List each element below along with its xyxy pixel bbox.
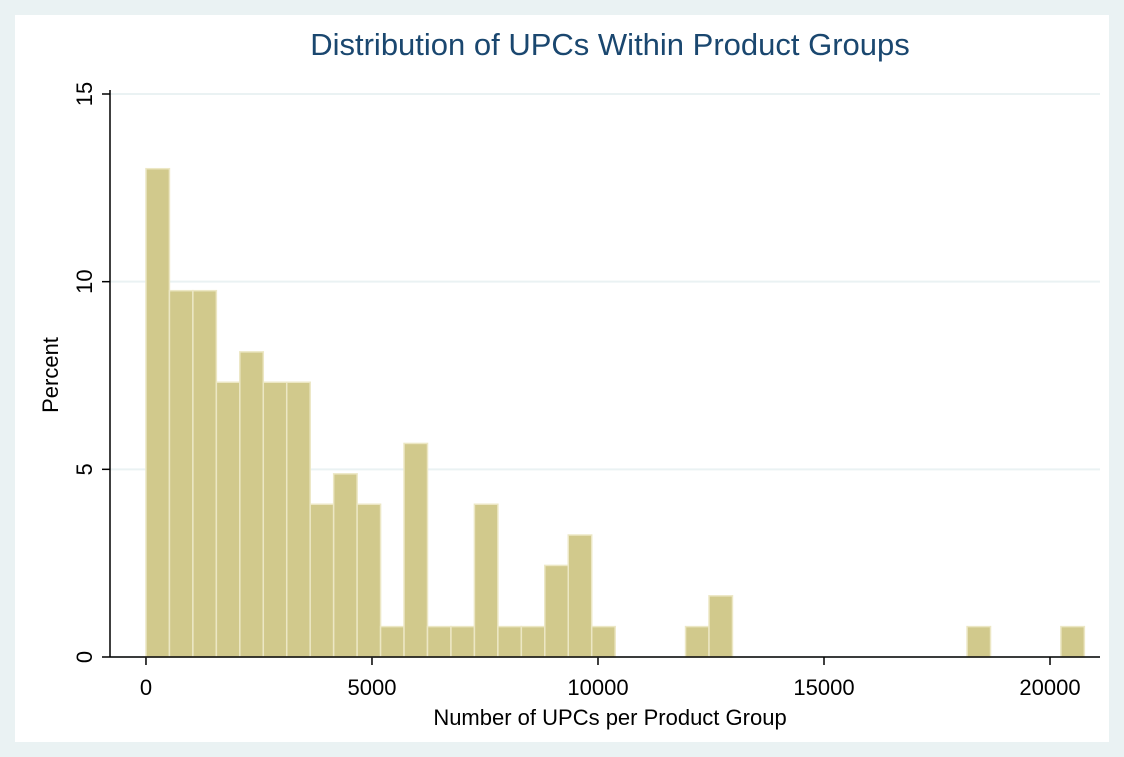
bar — [332, 473, 358, 658]
bar — [145, 167, 171, 658]
bar — [379, 625, 405, 658]
bar — [1060, 625, 1086, 658]
y-tick-label: 0 — [72, 651, 97, 663]
bar — [168, 289, 194, 658]
chart-title: Distribution of UPCs Within Product Grou… — [310, 27, 910, 62]
bar — [497, 625, 523, 658]
x-tick-label: 0 — [140, 675, 152, 700]
bar — [403, 442, 429, 658]
x-tick-label: 15000 — [793, 675, 854, 700]
bar — [356, 503, 382, 658]
bar — [192, 289, 218, 658]
bar — [520, 625, 546, 658]
y-axis-label: Percent — [38, 337, 63, 413]
bar — [684, 625, 710, 658]
bar — [567, 534, 593, 658]
bar — [239, 351, 265, 658]
bar — [708, 595, 734, 658]
bar — [590, 625, 616, 658]
y-tick-label: 15 — [72, 82, 97, 106]
bar — [473, 503, 499, 658]
bar — [262, 381, 288, 658]
bar — [285, 381, 311, 658]
x-axis-label: Number of UPCs per Product Group — [433, 705, 786, 730]
x-tick-label: 5000 — [348, 675, 397, 700]
bar — [544, 564, 570, 658]
y-tick-label: 10 — [72, 269, 97, 293]
x-tick-label: 10000 — [567, 675, 628, 700]
y-tick-label: 5 — [72, 463, 97, 475]
bar — [450, 625, 476, 658]
bar — [215, 381, 241, 658]
bar — [309, 503, 335, 658]
bar — [966, 625, 992, 658]
bar — [426, 625, 452, 658]
x-tick-label: 20000 — [1019, 675, 1080, 700]
